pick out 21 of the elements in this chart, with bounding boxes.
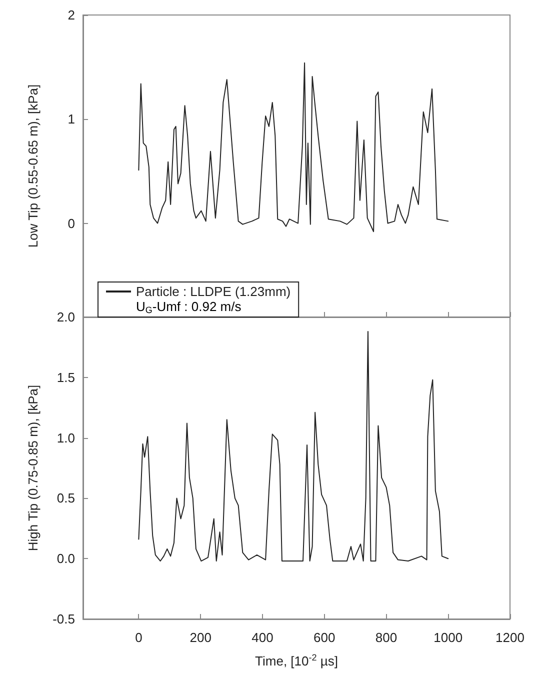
y-tick-label: 1 [68, 112, 75, 127]
legend-label: Particle : LLDPE (1.23mm) [136, 284, 291, 299]
x-tick-label: 800 [375, 630, 398, 645]
x-tick-label: 0 [135, 630, 142, 645]
y-tick-label: 1.0 [56, 430, 75, 446]
x-tick-label: 1000 [434, 630, 463, 645]
y-tick-label: 2.0 [56, 310, 75, 324]
y-axis-title: High Tip (0.75-0.85 m), [kPa] [26, 384, 40, 552]
x-tick-label: 200 [190, 630, 212, 645]
line-series [138, 62, 449, 232]
y-tick-label: 1.5 [56, 370, 75, 385]
x-tick-label: 1200 [496, 630, 524, 645]
x-tick-label: 600 [313, 630, 336, 645]
y-tick-label: 0 [68, 216, 75, 231]
y-axis-title: Low Tip (0.55-0.65 m), [kPa] [26, 84, 40, 248]
y-tick-label: 0.5 [56, 490, 75, 506]
x-tick-label: 400 [252, 630, 274, 645]
y-tick-label: 2 [68, 8, 75, 22]
y-tick-label: 0.0 [56, 551, 75, 566]
y-tick-label: -0.5 [52, 612, 75, 626]
line-series [138, 330, 449, 562]
